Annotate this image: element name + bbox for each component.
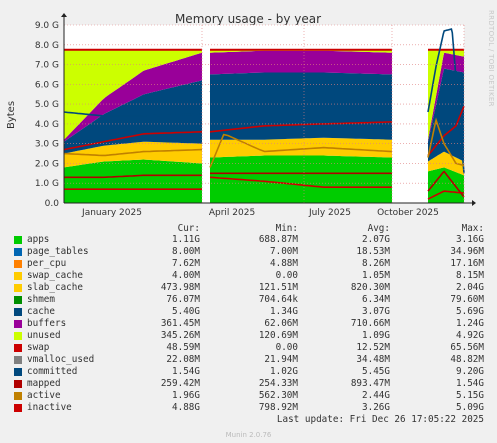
line-series <box>63 28 465 200</box>
line-active-2-seg1 <box>209 133 393 168</box>
y-axis-arrow <box>61 13 67 17</box>
x-tick-label: January 2025 <box>81 208 142 218</box>
area-cache-seg2 <box>428 68 464 162</box>
x-tick-label: April 2025 <box>209 208 255 218</box>
area-apps-seg1 <box>210 155 392 203</box>
y-tick-label: 7.0 G <box>35 61 59 71</box>
y-axis-label: Bytes <box>6 101 17 129</box>
area-unused-seg2 <box>428 49 464 140</box>
y-tick-label: 9.0 G <box>35 21 59 31</box>
last-update: Last update: Fri Dec 26 17:05:22 2025 <box>276 414 484 425</box>
line-inactive-1-seg2 <box>427 105 465 157</box>
stacked-areas <box>64 48 464 203</box>
area-unused-seg0 <box>64 49 202 140</box>
area-slab_cache-seg1 <box>210 137 392 158</box>
line-inactive-1-seg0 <box>63 131 203 151</box>
area-buffers-seg2 <box>428 52 464 142</box>
line-mapped-3-seg0 <box>64 174 202 179</box>
x-tick-label: October 2025 <box>377 208 439 218</box>
line-inactive-4-seg2 <box>427 190 465 200</box>
line-active-2-seg0 <box>63 148 203 157</box>
y-tick-label: 5.0 G <box>35 100 59 110</box>
line-inactive-4-seg1 <box>209 176 392 188</box>
area-slab_cache-seg0 <box>64 141 202 168</box>
y-tick-label: 1.0 G <box>35 179 59 189</box>
y-tick-label: 0.0 <box>45 199 60 209</box>
area-cache-seg0 <box>64 80 202 154</box>
area-buffers-seg1 <box>210 50 392 75</box>
axes: 0.0 1.0 G 2.0 G 3.0 G 4.0 G 5.0 G 6.0 G 7.0 G 8.… <box>35 13 476 218</box>
line-mapped-3-seg2 <box>427 170 465 198</box>
area-apps-seg0 <box>64 159 202 203</box>
rrdtool-watermark: RRDTOOL / TOBI OETIKER <box>487 10 495 107</box>
line-committed-0-seg2 <box>427 28 465 174</box>
grid <box>63 24 465 203</box>
munin-version: Munin 2.0.76 <box>225 431 272 439</box>
x-tick-label: July 2025 <box>308 208 351 218</box>
line-committed-0-seg0 <box>63 111 203 117</box>
area-buffers-seg0 <box>64 52 202 142</box>
y-tick-label: 3.0 G <box>35 140 59 150</box>
x-axis-arrow <box>472 200 476 206</box>
line-inactive-1-seg1 <box>209 121 393 133</box>
y-tick-label: 4.0 G <box>35 120 59 130</box>
chart-title: Memory usage - by year <box>175 12 321 26</box>
y-tick-label: 6.0 G <box>35 80 59 90</box>
line-committed-0-seg1 <box>209 79 392 93</box>
y-tick-label: 8.0 G <box>35 41 59 51</box>
y-tick-label: 2.0 G <box>35 159 59 169</box>
line-active-2-seg2 <box>427 117 465 167</box>
